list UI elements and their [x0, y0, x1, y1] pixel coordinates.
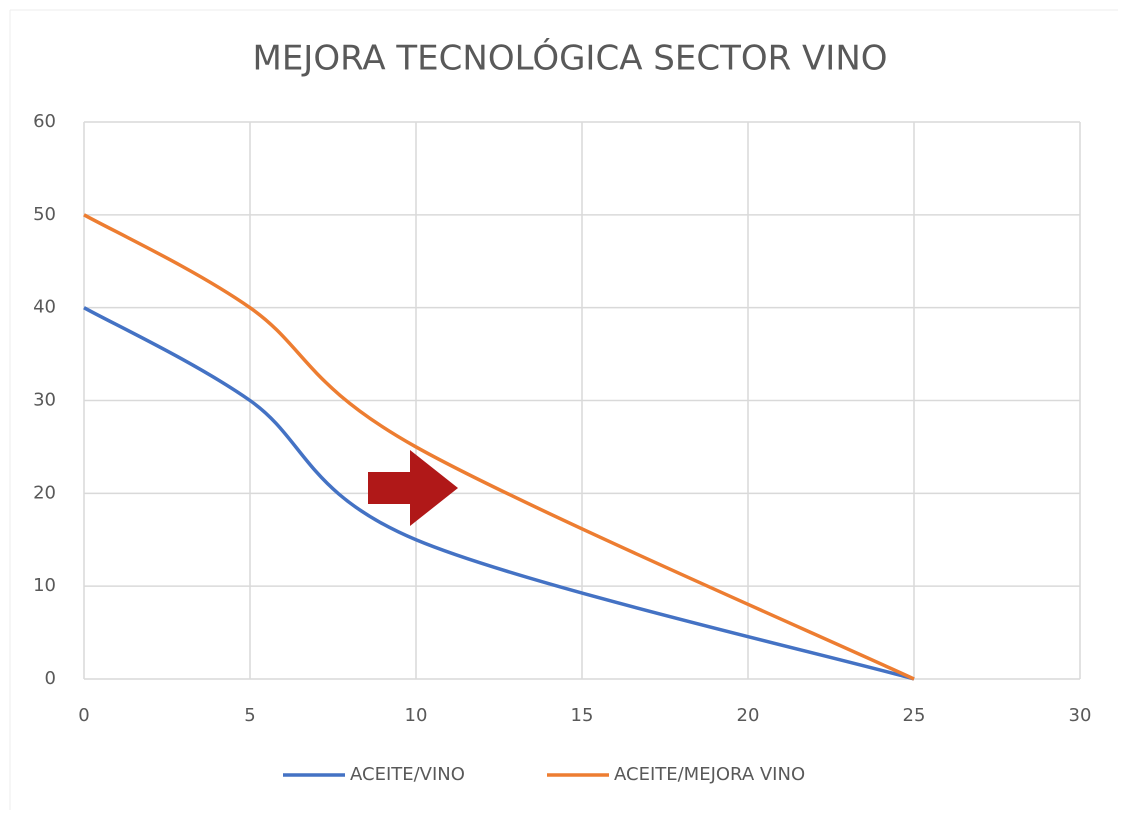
y-tick-label: 20 — [33, 482, 56, 503]
x-tick-label: 15 — [571, 705, 594, 726]
grid — [83, 121, 1081, 680]
y-tick-label: 50 — [33, 204, 56, 225]
x-tick-label: 0 — [78, 705, 89, 726]
series-line — [83, 306, 915, 681]
y-tick-label: 60 — [33, 111, 56, 132]
y-tick-label: 30 — [33, 390, 56, 411]
y-tick-label: 10 — [33, 575, 56, 596]
x-tick-label: 20 — [737, 705, 760, 726]
y-tick-label: 40 — [33, 297, 56, 318]
legend-label: ACEITE/MEJORA VINO — [614, 764, 805, 785]
y-tick-label: 0 — [45, 668, 56, 689]
legend-label: ACEITE/VINO — [350, 764, 465, 785]
series-line — [83, 213, 915, 681]
x-tick-label: 30 — [1069, 705, 1092, 726]
x-tick-label: 5 — [244, 705, 255, 726]
x-tick-label: 25 — [903, 705, 926, 726]
arrow — [368, 450, 458, 526]
chart-title: MEJORA TECNOLÓGICA SECTOR VINO — [252, 38, 887, 79]
x-tick-label: 10 — [405, 705, 428, 726]
plot — [83, 213, 915, 681]
